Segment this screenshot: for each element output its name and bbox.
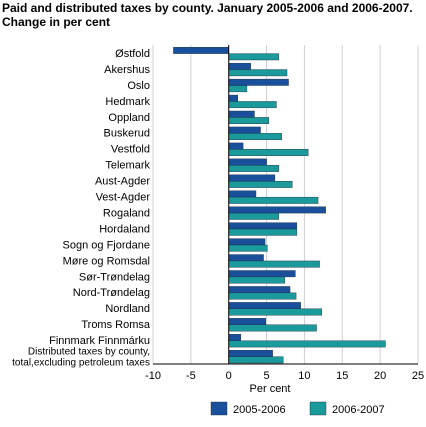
bar-2006-2007 xyxy=(228,260,320,268)
category-label: Østfold xyxy=(115,48,150,60)
bar-2005-2006 xyxy=(228,190,257,198)
bar-2005-2006 xyxy=(228,334,242,341)
bar-2006-2007 xyxy=(228,196,319,204)
bar-2006-2007 xyxy=(228,69,288,77)
x-tick-label: 10 xyxy=(298,370,310,382)
bar-2005-2006 xyxy=(228,270,296,278)
bar-2005-2006 xyxy=(228,302,301,309)
category-label: Oppland xyxy=(108,112,150,124)
legend-swatch xyxy=(210,401,228,416)
x-tick-label: 25 xyxy=(412,370,424,382)
bar-2006-2007 xyxy=(228,117,270,125)
category-label: Troms Romsa xyxy=(81,319,151,331)
category-label: Hordaland xyxy=(99,223,150,235)
bar-2005-2006 xyxy=(228,142,244,150)
axes xyxy=(153,45,418,365)
x-tick-label: 0 xyxy=(226,370,232,382)
bar-2006-2007 xyxy=(228,340,386,348)
bar-2005-2006 xyxy=(228,78,289,86)
legend: 2005-2006 2006-2007 xyxy=(210,401,385,416)
bar-2005-2006 xyxy=(228,158,267,166)
bar-2005-2006 xyxy=(228,94,238,102)
category-label: Telemark xyxy=(105,160,150,172)
category-label: Sør-Trøndelag xyxy=(79,271,150,283)
category-label: Aust-Agder xyxy=(95,176,150,188)
legend-label: 2005-2006 xyxy=(233,404,286,416)
bars xyxy=(173,47,386,364)
category-label: Nord-Trøndelag xyxy=(73,287,150,299)
category-label: Finnmark Finnmárku xyxy=(49,335,150,347)
x-tick-label: 15 xyxy=(336,370,348,382)
bar-2006-2007 xyxy=(228,228,298,236)
bar-2006-2007 xyxy=(228,53,279,61)
bar-2005-2006 xyxy=(228,254,264,262)
gridlines xyxy=(152,45,419,364)
bar-2006-2007 xyxy=(228,180,293,188)
category-label: Rogaland xyxy=(103,207,150,219)
bar-2005-2006 xyxy=(228,318,267,325)
bar-2006-2007 xyxy=(228,292,297,300)
bar-2006-2007 xyxy=(228,356,284,364)
x-tick-label: -10 xyxy=(145,370,161,382)
category-label: Vest-Agder xyxy=(96,192,151,204)
legend-swatch xyxy=(309,401,327,416)
bar-2006-2007 xyxy=(228,101,277,109)
x-tick-label: -5 xyxy=(186,370,196,382)
bar-2006-2007 xyxy=(228,276,285,284)
bar-2006-2007 xyxy=(228,149,309,156)
category-label: Hedmark xyxy=(105,96,150,108)
bar-2005-2006 xyxy=(228,238,266,246)
bar-2005-2006 xyxy=(228,206,326,214)
chart-title-line-2: Change in per cent xyxy=(2,15,111,29)
x-tick-label: 20 xyxy=(374,370,386,382)
bar-2006-2007 xyxy=(228,308,323,316)
chart-title: Paid and distributed taxes by county. Ja… xyxy=(2,1,422,29)
category-label: Akershus xyxy=(104,64,150,76)
category-labels: Østfold Akershus Oslo Hedmark Oppland Buskeru… xyxy=(12,48,151,369)
bar-2005-2006 xyxy=(228,174,276,182)
bar-2006-2007 xyxy=(228,212,279,220)
bar-2005-2006 xyxy=(228,62,251,70)
bar-2005-2006 xyxy=(228,110,255,118)
bar-2005-2006 xyxy=(228,126,261,134)
x-tick-label: 5 xyxy=(264,370,270,382)
bar-2006-2007 xyxy=(228,133,282,140)
category-label: Vestfold xyxy=(111,144,150,156)
category-label: Oslo xyxy=(127,80,150,92)
category-label: Distributed taxes by county, xyxy=(28,347,150,358)
bar-2006-2007 xyxy=(228,244,268,252)
bar-2006-2007 xyxy=(228,165,279,172)
category-label: Sogn og Fjordane xyxy=(63,239,150,251)
legend-label: 2006-2007 xyxy=(332,404,385,416)
category-label: total,excluding petroleum taxes xyxy=(12,358,150,369)
bar-2005-2006 xyxy=(173,47,229,54)
bar-2005-2006 xyxy=(228,222,298,230)
bar-2006-2007 xyxy=(228,85,248,93)
bar-2006-2007 xyxy=(228,324,317,332)
bar-2005-2006 xyxy=(228,286,291,294)
category-label: Nordland xyxy=(105,303,150,315)
tick-labels: -10 -5 0 5 10 15 20 25 xyxy=(145,370,424,382)
category-label: Møre og Romsdal xyxy=(63,255,150,267)
x-axis-label: Per cent xyxy=(250,383,291,395)
chart-title-line-1: Paid and distributed taxes by county. Ja… xyxy=(2,1,413,15)
category-label: Buskerud xyxy=(104,128,150,140)
bar-2005-2006 xyxy=(228,350,273,357)
